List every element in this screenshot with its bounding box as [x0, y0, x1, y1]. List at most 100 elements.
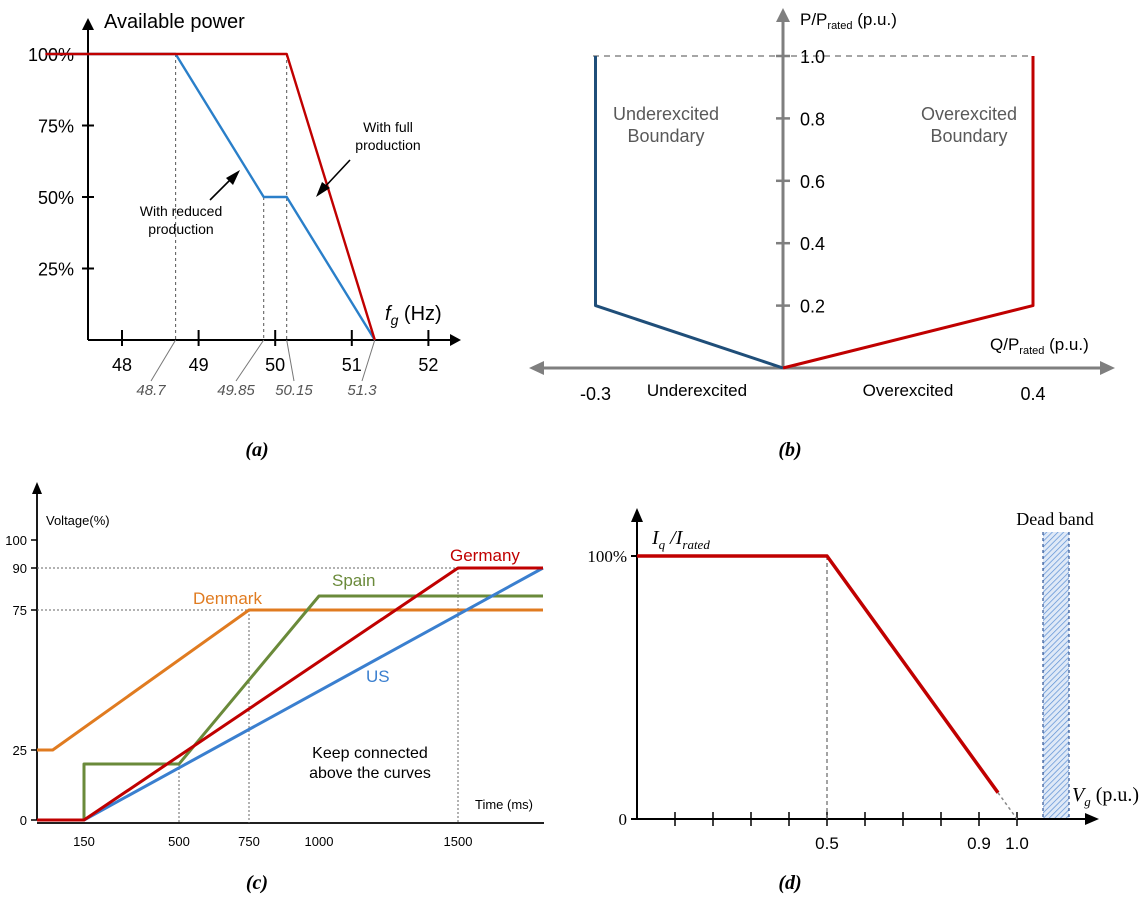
- a-full-arrowhead: [316, 182, 330, 197]
- c-ytick-label: 75: [13, 603, 27, 618]
- a-annot-label: 49.85: [217, 382, 255, 399]
- a-xtick-label: 50: [265, 355, 285, 375]
- a-y-arrow: [82, 18, 94, 30]
- b-boundary-underexcited: [594, 56, 784, 370]
- a-reduced-label-2: production: [148, 221, 213, 237]
- d-x-ticks: 0.5 0.9 1.0: [674, 812, 1029, 853]
- a-xtick-label: 52: [418, 355, 438, 375]
- c-ytick-label: 100: [5, 533, 27, 548]
- d-deadband-label: Dead band: [1016, 509, 1093, 529]
- a-series-full: [45, 52, 376, 341]
- a-ytick-label: 25%: [38, 260, 74, 280]
- panel-a: Available power fg (Hz) 100%75%50%25% 48…: [28, 11, 461, 399]
- c-xlabel: Time (ms): [475, 797, 533, 812]
- a-xtick-label: 48: [112, 355, 132, 375]
- a-annot-leader: [235, 339, 265, 382]
- a-annot-label: 48.7: [136, 382, 166, 399]
- b-ytick-label: 1.0: [800, 47, 825, 67]
- a-full-arrow: [321, 159, 351, 191]
- c-note-1: Keep connected: [312, 745, 428, 762]
- c-xtick-label: 150: [73, 834, 95, 849]
- c-y-arrow: [32, 482, 42, 494]
- b-ytick-label: 0.6: [800, 172, 825, 192]
- d-y-ticks: 100% 0: [587, 547, 637, 829]
- a-series-reduced: [45, 52, 376, 341]
- d-series-iq: [637, 554, 1000, 794]
- c-series-germany: [37, 566, 543, 822]
- d-y-arrow: [631, 508, 643, 522]
- caption-a: (a): [245, 439, 268, 461]
- c-xtick-label: 750: [238, 834, 260, 849]
- panel-b: P/Prated (p.u.) Q/Prated (p.u.) 1.0 0.8 0.…: [529, 8, 1115, 404]
- d-xlabel: Vg (p.u.): [1072, 784, 1139, 809]
- a-annot-label: 50.15: [275, 382, 313, 399]
- b-region-right: Overexcited: [863, 381, 954, 400]
- c-y-ticks: 100 90 75 25 0: [5, 533, 37, 828]
- b-y-arrow: [776, 8, 790, 22]
- c-note-2: above the curves: [309, 765, 431, 782]
- b-boundary-left-2: Boundary: [627, 126, 704, 146]
- c-x-ticks: 150 500 750 1000 1500: [73, 834, 472, 849]
- a-reduced-arrowhead: [226, 170, 240, 185]
- a-x-ticks: 48 49 50 51 52: [112, 330, 438, 375]
- b-y-ticks: 1.0 0.8 0.6 0.4 0.2: [776, 47, 825, 317]
- caption-d: (d): [778, 872, 801, 894]
- b-boundary-right-1: Overexcited: [921, 104, 1017, 124]
- d-ytick-label: 100%: [587, 547, 627, 566]
- d-xtick-label: 1.0: [1005, 834, 1029, 853]
- c-xtick-label: 1000: [305, 834, 334, 849]
- b-boundary-overexcited: [782, 56, 1035, 370]
- d-x-arrow: [1085, 813, 1099, 825]
- c-label-denmark: Denmark: [193, 589, 262, 608]
- a-ytick-label: 50%: [38, 188, 74, 208]
- c-series-us: [83, 566, 544, 822]
- b-xlabel: Q/Prated (p.u.): [990, 335, 1089, 357]
- panel-d: Iq /Irated Vg (p.u.) Dead band 100% 0 0.5…: [587, 508, 1139, 853]
- a-annot-leader: [150, 339, 177, 382]
- c-ylabel: Voltage(%): [46, 513, 110, 528]
- d-ytick-label: 0: [619, 810, 628, 829]
- b-xtick-label: -0.3: [580, 384, 611, 404]
- d-xtick-label: 0.5: [815, 834, 839, 853]
- c-guides: [37, 567, 459, 823]
- b-ylabel: P/Prated (p.u.): [800, 10, 897, 32]
- a-x-arrow: [450, 334, 461, 346]
- c-label-germany: Germany: [450, 546, 520, 565]
- b-boundary-right-2: Boundary: [930, 126, 1007, 146]
- a-ylabel: Available power: [104, 11, 245, 33]
- caption-b: (b): [778, 439, 801, 461]
- a-ytick-label: 75%: [38, 117, 74, 137]
- b-ytick-label: 0.8: [800, 109, 825, 129]
- caption-c: (c): [246, 872, 268, 894]
- a-full-label-2: production: [355, 137, 420, 153]
- b-x-ticks: -0.3 0.4: [580, 384, 1046, 404]
- c-series: [37, 566, 544, 822]
- b-x-arrow-right: [1100, 361, 1115, 375]
- a-y-ticks: 100%75%50%25%: [28, 45, 94, 280]
- a-annot-label: 51.3: [347, 382, 377, 399]
- a-reduced-label-1: With reduced: [140, 203, 222, 219]
- b-boundary-left-1: Underexcited: [613, 104, 719, 124]
- c-xtick-label: 1500: [444, 834, 473, 849]
- b-series: [594, 56, 1035, 370]
- a-annot-leader: [286, 339, 295, 382]
- c-xtick-label: 500: [168, 834, 190, 849]
- c-ytick-label: 25: [13, 743, 27, 758]
- d-deadband-region: [1043, 532, 1069, 819]
- a-xtick-label: 49: [189, 355, 209, 375]
- a-series: [45, 52, 376, 341]
- a-xlabel: fg (Hz): [385, 303, 442, 328]
- c-ytick-label: 90: [13, 561, 27, 576]
- c-ytick-label: 0: [20, 813, 27, 828]
- d-series-deadband-extension: [997, 792, 1018, 820]
- d-xtick-label: 0.9: [967, 834, 991, 853]
- a-annot-leader: [361, 339, 376, 382]
- b-x-arrow-left: [529, 361, 544, 375]
- a-annotation-ticks: 48.7 49.85 50.15 51.3: [136, 339, 377, 399]
- a-xtick-label: 51: [342, 355, 362, 375]
- c-label-us: US: [366, 667, 390, 686]
- d-ylabel: Iq /Irated: [651, 527, 710, 552]
- d-series: [637, 554, 1018, 820]
- b-ytick-label: 0.4: [800, 234, 825, 254]
